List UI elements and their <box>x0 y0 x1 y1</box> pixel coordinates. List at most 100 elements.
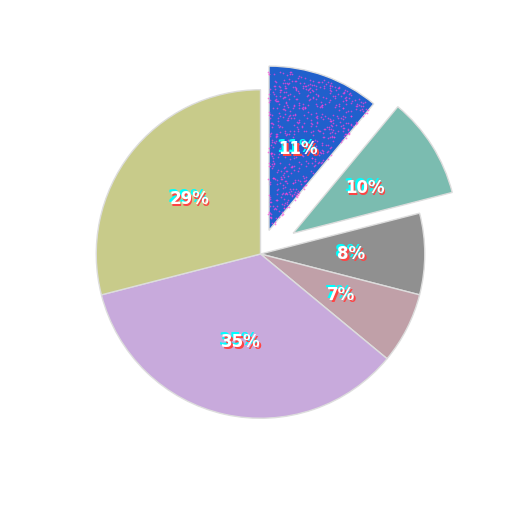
Point <box>285 161 293 169</box>
Point <box>285 79 293 87</box>
Point <box>326 84 334 92</box>
Point <box>307 81 316 89</box>
Point <box>302 82 310 90</box>
Point <box>334 106 343 114</box>
Point <box>287 69 295 77</box>
Point <box>280 204 289 212</box>
Point <box>329 91 337 100</box>
Point <box>327 117 336 125</box>
Point <box>283 80 292 88</box>
Point <box>269 143 277 151</box>
Point <box>312 95 320 103</box>
Point <box>299 100 307 108</box>
Point <box>290 111 299 119</box>
Point <box>309 140 317 148</box>
Point <box>287 163 295 171</box>
Point <box>278 175 287 183</box>
Point <box>273 168 281 176</box>
Point <box>319 93 327 101</box>
Point <box>306 110 315 118</box>
Point <box>292 185 300 194</box>
Point <box>294 125 302 134</box>
Point <box>276 138 284 146</box>
Point <box>300 128 308 136</box>
Point <box>298 104 306 112</box>
Point <box>281 183 289 192</box>
Point <box>321 100 329 108</box>
Point <box>282 99 290 107</box>
Point <box>273 196 281 204</box>
Point <box>287 146 295 154</box>
Point <box>311 136 319 144</box>
Point <box>357 98 365 106</box>
Point <box>313 114 321 122</box>
Point <box>266 114 274 122</box>
Point <box>300 79 308 87</box>
Point <box>309 94 317 102</box>
Point <box>313 145 321 153</box>
Point <box>283 78 291 86</box>
Point <box>294 104 303 112</box>
Point <box>290 149 299 157</box>
Point <box>293 187 302 195</box>
Point <box>304 158 312 167</box>
Point <box>286 90 294 98</box>
Point <box>333 126 342 135</box>
Point <box>266 130 275 138</box>
Point <box>326 82 334 90</box>
Point <box>266 198 274 206</box>
Point <box>268 138 276 146</box>
Point <box>268 149 277 157</box>
Point <box>343 87 351 96</box>
Point <box>305 146 313 154</box>
Point <box>283 172 292 180</box>
Point <box>306 121 315 130</box>
Point <box>270 205 279 213</box>
Point <box>346 119 355 128</box>
Point <box>343 126 352 134</box>
Point <box>264 210 272 218</box>
Point <box>291 178 299 186</box>
Point <box>328 116 337 124</box>
Point <box>312 89 320 98</box>
Point <box>301 104 309 112</box>
Point <box>271 139 279 147</box>
Point <box>266 132 274 140</box>
Point <box>332 101 340 109</box>
Point <box>283 190 291 198</box>
Point <box>267 198 275 206</box>
Point <box>276 88 284 96</box>
Wedge shape <box>102 254 387 418</box>
Point <box>321 141 330 149</box>
Point <box>294 101 303 109</box>
Point <box>267 160 276 168</box>
Point <box>266 96 275 104</box>
Point <box>281 130 290 138</box>
Point <box>289 179 297 187</box>
Point <box>344 124 352 133</box>
Point <box>275 100 283 108</box>
Point <box>323 148 331 156</box>
Point <box>270 70 278 78</box>
Point <box>305 76 314 84</box>
Point <box>341 131 349 139</box>
Point <box>301 104 309 112</box>
Point <box>292 86 301 94</box>
Text: 8%: 8% <box>337 245 365 263</box>
Point <box>267 149 275 157</box>
Point <box>282 189 290 197</box>
Point <box>289 137 297 145</box>
Point <box>309 162 318 170</box>
Point <box>347 121 355 129</box>
Point <box>325 123 333 132</box>
Point <box>332 121 341 130</box>
Point <box>282 189 290 197</box>
Point <box>286 126 294 135</box>
Point <box>315 158 323 167</box>
Text: 7%: 7% <box>329 288 357 306</box>
Point <box>313 102 321 110</box>
Point <box>359 102 367 110</box>
Point <box>307 118 315 126</box>
Point <box>326 129 334 137</box>
Point <box>284 196 293 204</box>
